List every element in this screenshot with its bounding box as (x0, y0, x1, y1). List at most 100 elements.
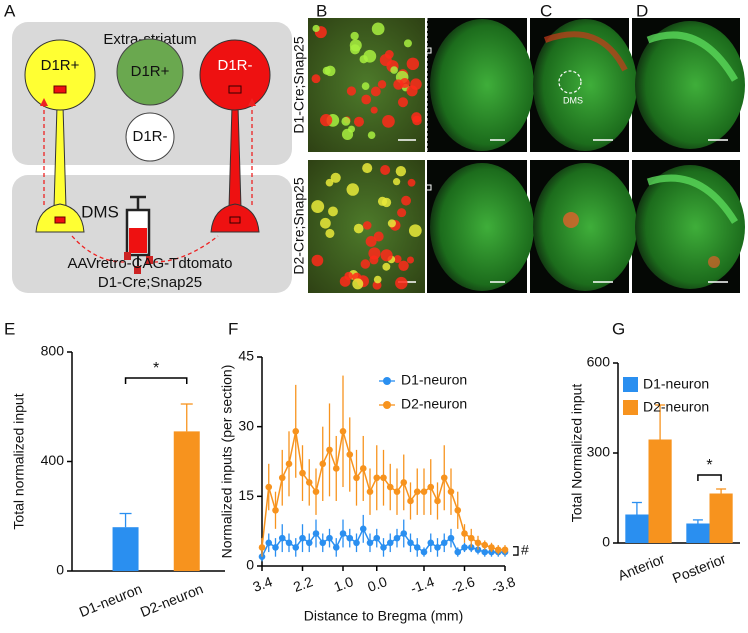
cell (312, 24, 320, 33)
y-axis-label: Total normalized input (11, 393, 27, 529)
point (440, 539, 448, 547)
point (420, 488, 428, 495)
image-annotation: DMS (563, 95, 583, 105)
significance-bracket (513, 546, 519, 556)
cell (367, 131, 376, 139)
cell (350, 31, 359, 41)
cell (352, 278, 364, 290)
cell (341, 128, 354, 140)
point (305, 479, 313, 486)
cell (370, 106, 378, 114)
cell (390, 66, 398, 74)
cell (393, 79, 404, 90)
cell (397, 208, 407, 218)
y-tick-label: 45 (238, 348, 254, 364)
point (393, 534, 401, 542)
terminal (116, 38, 184, 106)
cell (361, 82, 370, 90)
x-tick-label: 3.4 (251, 573, 275, 595)
cell (371, 22, 385, 36)
panel-letters: A B C D E F G (4, 1, 648, 338)
point (501, 546, 509, 554)
cell (393, 255, 402, 264)
point (447, 534, 455, 542)
neuron-label: D1R- (132, 128, 167, 145)
point (494, 546, 502, 554)
cortex-signal (646, 31, 739, 82)
point (481, 548, 489, 556)
point (461, 530, 468, 537)
y-axis-label: Normalized inputs (per section) (219, 365, 235, 559)
point (393, 488, 401, 495)
point (319, 539, 327, 547)
point (292, 428, 300, 435)
cell (398, 260, 409, 272)
point (440, 474, 448, 482)
label-marker (54, 216, 66, 224)
x-tick-label: -1.4 (408, 573, 436, 596)
point (380, 474, 387, 482)
cell (346, 183, 359, 196)
cell (373, 275, 382, 284)
legend-marker (383, 377, 391, 385)
point (299, 534, 306, 542)
point (339, 530, 347, 537)
legend-label: D1-neuron (401, 372, 467, 388)
panel-letter: G (612, 319, 625, 338)
point (299, 469, 306, 477)
label-marker (229, 216, 241, 224)
point (278, 474, 286, 482)
cell (406, 256, 414, 264)
point (407, 497, 414, 505)
panel-letter: E (4, 319, 15, 338)
panel-letter: F (228, 319, 238, 338)
point (359, 465, 367, 472)
point (366, 539, 374, 547)
cell (380, 165, 391, 176)
point (481, 541, 489, 549)
cell (395, 166, 407, 177)
panel-letter: A (4, 1, 16, 20)
x-tick-label: 1.0 (332, 573, 356, 595)
point (434, 544, 441, 551)
point (326, 446, 333, 454)
spread-arrow (71, 235, 125, 263)
region-box (12, 175, 292, 293)
cell (401, 195, 411, 206)
panel-letter: D (636, 1, 648, 20)
point (359, 525, 367, 533)
cell (407, 178, 416, 187)
point (427, 539, 435, 547)
significance-label: # (521, 542, 529, 558)
bar (625, 514, 649, 543)
soma (210, 203, 260, 233)
cell (311, 74, 321, 84)
cell (344, 271, 353, 281)
significance-bracket (124, 377, 188, 385)
cell (325, 228, 335, 238)
cell (353, 223, 364, 234)
y-tick-label: 400 (41, 452, 65, 468)
virus-label: AAVretro-CAG-Tdtomato (67, 255, 232, 272)
point (346, 451, 354, 458)
y-tick-label: 800 (41, 343, 65, 359)
point (373, 534, 381, 542)
cell (346, 86, 357, 96)
y-axis-label: Total Normalized input (569, 384, 585, 523)
point (454, 506, 462, 514)
label-marker (53, 85, 67, 94)
terminal (24, 39, 96, 111)
cell (311, 254, 324, 267)
point (420, 548, 428, 556)
point (353, 474, 360, 482)
cell (365, 236, 377, 247)
cortex-signal (543, 31, 628, 72)
cell (380, 249, 393, 262)
bar (112, 527, 139, 571)
cell (385, 50, 394, 59)
x-tick-label: 0.0 (365, 573, 389, 595)
point (434, 497, 441, 505)
point (413, 488, 421, 495)
